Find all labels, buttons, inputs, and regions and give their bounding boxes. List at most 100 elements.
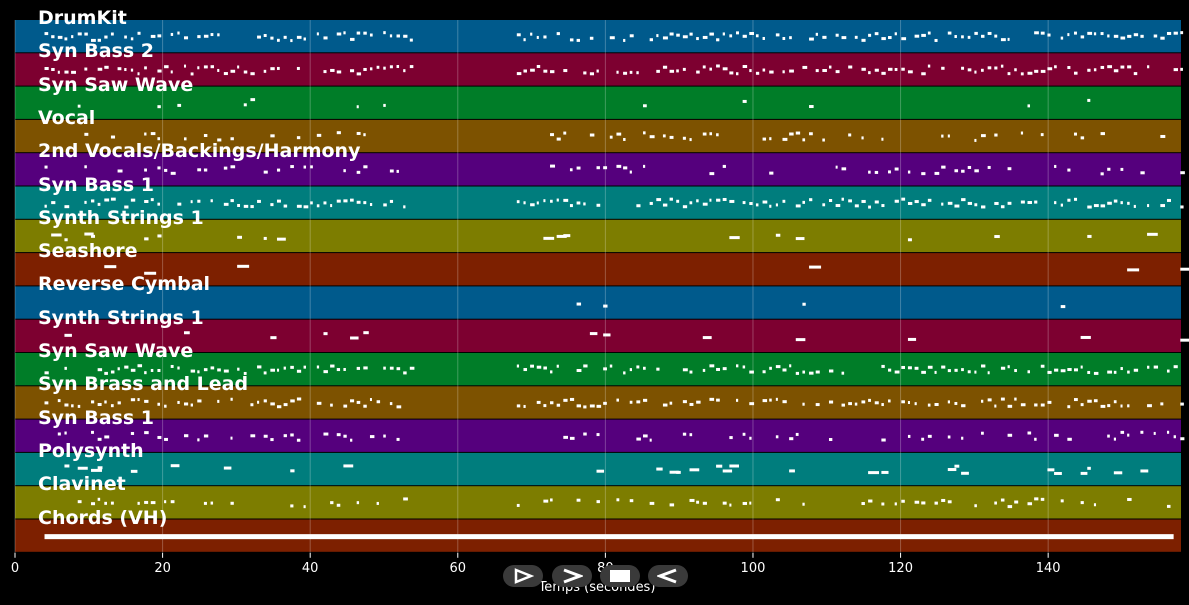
note	[1007, 37, 1010, 41]
note	[1166, 369, 1170, 373]
note	[709, 32, 714, 36]
note	[409, 38, 413, 42]
note	[330, 501, 334, 505]
note	[775, 397, 778, 401]
track-label: DrumKit	[38, 7, 127, 29]
note	[91, 430, 94, 434]
note	[682, 35, 688, 39]
note	[350, 69, 355, 73]
play-button[interactable]	[503, 565, 543, 587]
note	[947, 31, 952, 35]
note	[376, 65, 380, 69]
note	[689, 370, 693, 374]
note-bar	[44, 534, 1174, 540]
note	[203, 134, 208, 138]
note	[769, 137, 772, 141]
note	[57, 432, 61, 436]
note	[716, 398, 720, 402]
note	[336, 32, 342, 36]
note	[1047, 400, 1052, 404]
note	[350, 37, 355, 41]
note	[596, 469, 605, 473]
note	[203, 501, 207, 505]
note	[795, 204, 801, 208]
note	[682, 205, 688, 209]
note	[636, 437, 641, 441]
rewind-button[interactable]	[648, 565, 688, 587]
note	[550, 370, 553, 374]
tick-label: 120	[888, 561, 913, 576]
note	[197, 35, 201, 39]
note	[290, 504, 294, 508]
note	[901, 197, 906, 201]
forward-button[interactable]	[552, 565, 592, 587]
note	[1166, 198, 1171, 202]
note	[270, 67, 275, 71]
note	[1047, 468, 1055, 472]
note	[257, 365, 262, 369]
note	[356, 72, 362, 76]
note	[1127, 433, 1130, 437]
note	[144, 500, 149, 504]
note	[881, 204, 885, 208]
note	[894, 502, 897, 506]
note	[403, 205, 406, 209]
note	[356, 31, 361, 35]
note	[110, 370, 115, 374]
note	[815, 69, 819, 73]
note	[1060, 369, 1066, 373]
note	[203, 368, 208, 372]
note	[110, 501, 114, 505]
note	[1007, 505, 1013, 509]
note	[789, 69, 794, 73]
note	[1073, 368, 1078, 372]
note	[669, 197, 673, 201]
note	[1034, 69, 1039, 73]
note	[84, 67, 88, 71]
note	[954, 368, 958, 372]
note	[1040, 403, 1045, 407]
note	[782, 137, 788, 141]
note	[742, 201, 746, 205]
note	[623, 137, 626, 141]
note	[921, 33, 926, 37]
note	[1087, 205, 1092, 209]
note	[389, 199, 394, 203]
note	[130, 198, 136, 202]
note	[576, 38, 580, 42]
track-lane	[15, 353, 1181, 386]
track-label: 2nd Vocals/Backings/Harmony	[38, 140, 361, 163]
note	[157, 137, 161, 141]
note	[157, 234, 162, 238]
note	[888, 170, 891, 174]
note	[530, 203, 535, 207]
note	[104, 501, 108, 505]
note	[1100, 204, 1106, 208]
note	[556, 137, 561, 141]
note	[316, 133, 322, 137]
note	[144, 237, 149, 241]
note	[276, 199, 281, 203]
note	[947, 468, 957, 472]
note	[137, 501, 140, 505]
note	[283, 366, 286, 370]
note	[110, 197, 116, 201]
note	[775, 203, 778, 207]
note	[576, 302, 582, 306]
note	[828, 65, 832, 69]
note	[177, 31, 180, 35]
note	[270, 134, 275, 138]
note	[1160, 204, 1165, 208]
note	[1120, 430, 1125, 434]
note	[881, 502, 885, 506]
stop-button[interactable]	[600, 565, 640, 587]
note	[1007, 72, 1011, 76]
note	[769, 398, 772, 402]
note	[197, 399, 202, 403]
note	[97, 202, 101, 206]
note	[1093, 68, 1097, 72]
note	[689, 498, 695, 502]
note	[596, 433, 600, 437]
note	[934, 171, 940, 175]
note	[994, 501, 997, 505]
